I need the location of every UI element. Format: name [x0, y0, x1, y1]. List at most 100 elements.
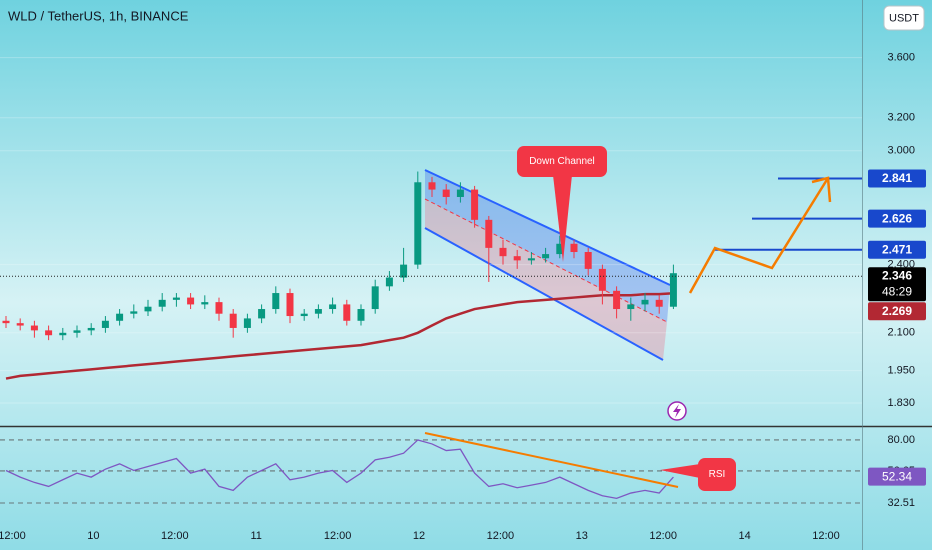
candle-body [2, 320, 10, 324]
level-badge [868, 169, 926, 188]
candle-body [229, 313, 237, 328]
candle-body [627, 304, 635, 310]
x-tick-label: 12:00 [649, 530, 677, 542]
y-tick-label: 3.600 [887, 52, 915, 64]
channel-upper-fill [425, 170, 670, 322]
candle-body [598, 268, 606, 291]
candle-body [343, 304, 351, 321]
candle-body [655, 299, 663, 307]
candle-body [527, 258, 535, 261]
x-tick-label: 10 [87, 530, 99, 542]
candle-body [45, 330, 53, 336]
x-tick-label: 12:00 [161, 530, 189, 542]
rsi-trendline [424, 432, 679, 488]
candle-body [172, 297, 180, 300]
candle-body [414, 182, 422, 265]
candle-body [59, 332, 67, 336]
candle-body [300, 313, 308, 317]
candle-body [471, 189, 479, 220]
candle-body [272, 293, 280, 310]
candle-body [542, 254, 550, 259]
candle-body [456, 189, 464, 197]
level-badge [868, 240, 926, 259]
y-tick-label: 3.200 [887, 112, 915, 124]
x-tick-label: 12 [413, 530, 425, 542]
candle-body [357, 309, 365, 321]
rsi-callout-label: RSI [709, 469, 726, 480]
callout-label: Down Channel [529, 156, 595, 167]
candle-body [385, 277, 393, 287]
callout-pointer [553, 175, 572, 262]
callout-box [517, 146, 607, 177]
candle-body [314, 309, 322, 314]
ma-label: 2.269 [882, 304, 912, 318]
candle-body [400, 264, 408, 278]
rsi-callout-pointer [660, 464, 700, 478]
candle-body [258, 309, 266, 319]
channel-upper-line [424, 169, 671, 286]
candle-body [584, 252, 592, 269]
rsi-tick-label: 32.51 [887, 497, 915, 509]
level-label: 2.471 [882, 242, 912, 256]
y-tick-label: 1.830 [887, 397, 915, 409]
candle-body [187, 297, 195, 305]
level-label: 2.841 [882, 171, 912, 185]
rsi-line [5, 439, 674, 500]
x-tick-label: 12:00 [324, 530, 352, 542]
rsi-callout-box [698, 458, 736, 491]
candle-body [144, 306, 152, 312]
candle-body [201, 302, 209, 305]
chart-title: WLD / TetherUS, 1h, BINANCE [8, 8, 189, 23]
last-price-label: 2.346 [882, 268, 912, 282]
candle-body [428, 182, 436, 190]
last-price-badge [868, 267, 926, 302]
x-tick-label: 11 [250, 530, 261, 542]
candle-body [570, 243, 578, 253]
countdown-label: 48:29 [882, 284, 912, 298]
candle-body [73, 330, 81, 333]
rsi-tick-label: 80.00 [887, 434, 915, 446]
ma-badge [868, 302, 926, 321]
rsi-last-label: 52.34 [882, 469, 912, 483]
y-tick-label: 1.950 [887, 365, 915, 377]
candle-body [30, 325, 38, 331]
candle-body [485, 219, 493, 248]
candle-body [371, 286, 379, 310]
candle-body [101, 320, 109, 328]
level-badge [868, 209, 926, 228]
candle-body [116, 313, 124, 321]
candle-body [158, 299, 166, 307]
candle-body [130, 311, 138, 314]
candle-body [613, 290, 621, 310]
currency-button[interactable] [883, 5, 925, 31]
moving-average-line [5, 292, 674, 380]
currency-label: USDT [889, 12, 919, 24]
y-tick-label: 3.000 [887, 145, 915, 157]
candle-body [641, 299, 649, 305]
candle-body [556, 243, 564, 255]
candle-body [513, 256, 521, 261]
rsi-badge [868, 467, 926, 486]
candle-body [16, 323, 24, 326]
x-tick-label: 12:00 [812, 530, 840, 542]
x-tick-label: 13 [576, 530, 588, 542]
channel-lower-line [424, 227, 664, 361]
candle-body [286, 293, 294, 317]
y-tick-label: 2.100 [887, 327, 915, 339]
candle-body [329, 304, 337, 310]
candle-body [669, 273, 677, 307]
candle-body [243, 318, 251, 328]
x-tick-label: 12:00 [0, 530, 26, 542]
x-tick-label: 14 [738, 530, 750, 542]
candle-body [87, 327, 95, 331]
projection-path [688, 177, 830, 294]
candle-body [215, 302, 223, 314]
candle-body [442, 189, 450, 197]
candle-body [499, 247, 507, 257]
level-label: 2.626 [882, 211, 912, 225]
projection-arrowhead [811, 176, 832, 203]
x-tick-label: 12:00 [487, 530, 515, 542]
alert-bolt [673, 404, 681, 418]
